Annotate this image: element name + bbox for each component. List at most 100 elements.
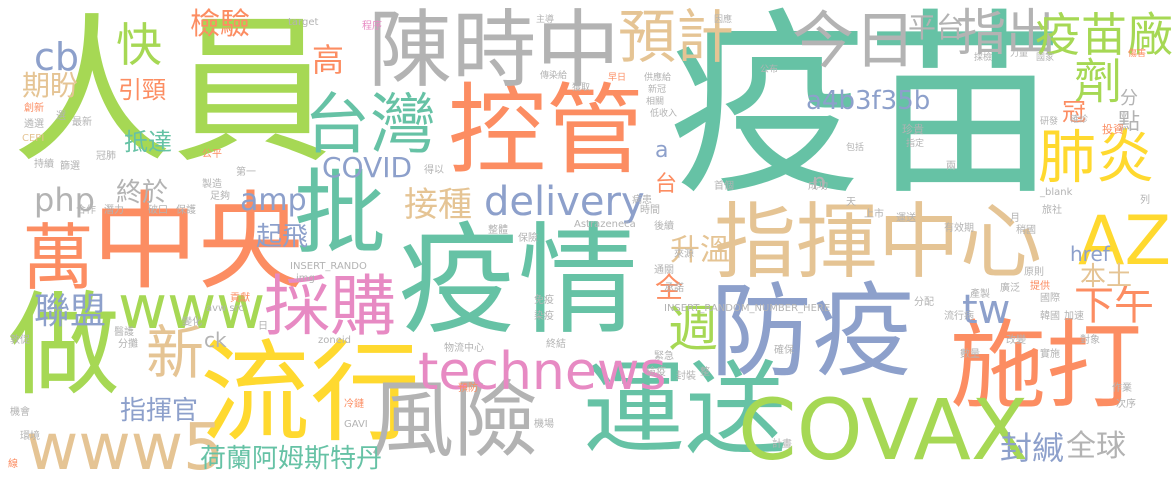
cloud-word: 終於: [116, 178, 169, 208]
cloud-word: 機會: [10, 407, 30, 418]
cloud-word: 病患: [632, 195, 652, 206]
cloud-word: 冠肺: [96, 151, 116, 162]
cloud-word: 研發: [1040, 117, 1059, 127]
cloud-word: 週: [668, 300, 718, 358]
cloud-word: 控管: [448, 74, 645, 188]
cloud-word: 日: [258, 321, 268, 332]
cloud-word: 變化: [182, 317, 202, 328]
cloud-word: 中央: [92, 181, 304, 304]
cloud-word: 疫苗廠: [1035, 8, 1173, 62]
cloud-word: COVID: [322, 151, 413, 184]
cloud-word: 後續: [654, 221, 674, 232]
cloud-word: 台: [655, 172, 678, 197]
cloud-word: a4b3f35b: [806, 86, 931, 116]
cloud-word: cb: [34, 35, 80, 79]
cloud-word: technews: [418, 342, 667, 402]
cloud-word: 冠: [1062, 98, 1086, 126]
cloud-word: 主導: [536, 15, 555, 25]
cloud-word: 合作: [76, 205, 96, 216]
cloud-word: 廣泛: [1000, 283, 1020, 294]
cloud-word: 數量: [960, 349, 980, 360]
cloud-word: 陳時中: [368, 1, 621, 99]
cloud-word: 破口: [148, 205, 168, 216]
cloud-word: 篩選: [60, 161, 80, 172]
cloud-word: href: [1070, 242, 1110, 266]
cloud-word: 運送: [583, 351, 787, 470]
cloud-word: 有效期: [944, 223, 974, 234]
cloud-word: tw: [962, 287, 1011, 333]
cloud-word: 高: [312, 41, 345, 79]
cloud-word: 承諾: [664, 283, 684, 294]
cloud-word: 指揮官: [120, 396, 199, 426]
cloud-word: 新冠: [648, 85, 667, 95]
cloud-word: Astrazeneca: [574, 219, 636, 230]
cloud-word: 風險: [370, 371, 539, 469]
cloud-word: 荷蘭阿姆斯特丹: [200, 444, 383, 474]
cloud-word: 保險: [518, 233, 538, 244]
cloud-word: 劑: [1074, 54, 1123, 110]
cloud-word: 低收入: [650, 109, 678, 119]
cloud-word: 兩: [946, 161, 956, 172]
cloud-word: 獲取: [572, 83, 591, 93]
cloud-word: 國家: [1036, 53, 1055, 63]
cloud-word: 力量: [1010, 49, 1029, 59]
cloud-word: avw src: [206, 303, 245, 314]
cloud-word: 列: [1140, 195, 1150, 206]
cloud-word: 線: [8, 459, 18, 470]
cloud-word: 產製: [970, 289, 990, 300]
cloud-word: 因應: [714, 15, 733, 25]
cloud-word: 傷害: [1128, 49, 1147, 59]
cloud-word: 公布: [760, 65, 779, 75]
cloud-word: 投資: [1102, 123, 1124, 136]
cloud-word: 檢疫: [646, 367, 666, 378]
cloud-word: 封裝: [676, 371, 696, 382]
cloud-word: zoneid: [318, 335, 351, 346]
cloud-word: www: [118, 273, 266, 343]
cloud-word: 疫情: [398, 212, 638, 351]
cloud-word: 採購: [264, 268, 396, 345]
cloud-word: 下午: [1074, 283, 1154, 329]
cloud-word: 改變: [1006, 335, 1026, 346]
cloud-word: ck: [204, 328, 227, 352]
cloud-word: 肺炎: [1038, 123, 1155, 191]
cloud-word: 指揮中心: [714, 195, 1043, 290]
cloud-word: _blank: [1040, 187, 1073, 198]
cloud-word: 加速: [1064, 311, 1084, 322]
cloud-word: 萬: [22, 216, 95, 300]
cloud-word: 預計: [618, 3, 735, 71]
cloud-word: 包括: [846, 143, 865, 153]
cloud-word: 終結: [546, 339, 566, 350]
cloud-word: 分攤: [118, 339, 138, 350]
cloud-word: 相關: [646, 97, 665, 107]
cloud-word: 引頸: [118, 76, 166, 104]
cloud-word: 實施: [1040, 349, 1060, 360]
cloud-word: 台灣: [304, 86, 436, 163]
cloud-word: img: [296, 273, 315, 284]
cloud-word: 施打: [950, 310, 1142, 422]
cloud-word: 批: [294, 160, 387, 267]
cloud-word: 得以: [424, 165, 444, 176]
cloud-word: 成功: [808, 181, 828, 192]
cloud-word: 敦促: [10, 335, 30, 346]
cloud-word: 遴選: [24, 119, 44, 130]
cloud-word: 持續: [34, 159, 54, 170]
cloud-word: INSERT_RANDO: [290, 261, 367, 272]
cloud-word: 分配: [914, 297, 934, 308]
cloud-word: INSERT_RANDOM_NUMBER_HERE: [664, 303, 831, 314]
cloud-word: 防疫: [710, 273, 914, 392]
cloud-word: 首個: [714, 181, 734, 192]
cloud-word: 貢獻: [230, 293, 250, 304]
cloud-word: delivery: [484, 179, 645, 225]
cloud-word: 今日: [792, 4, 917, 77]
cloud-word: 新: [146, 319, 205, 387]
cloud-word: 最新: [72, 117, 92, 128]
cloud-word: 採檢: [974, 53, 993, 63]
cloud-word: 起飛: [256, 222, 309, 252]
cloud-word: 人員: [12, 0, 333, 185]
cloud-word: 物流中心: [444, 343, 484, 354]
cloud-word: amp: [240, 183, 307, 218]
cloud-word: 早日: [608, 73, 627, 83]
cloud-word: 期盼: [22, 69, 79, 102]
cloud-word: 緊急: [654, 351, 674, 362]
